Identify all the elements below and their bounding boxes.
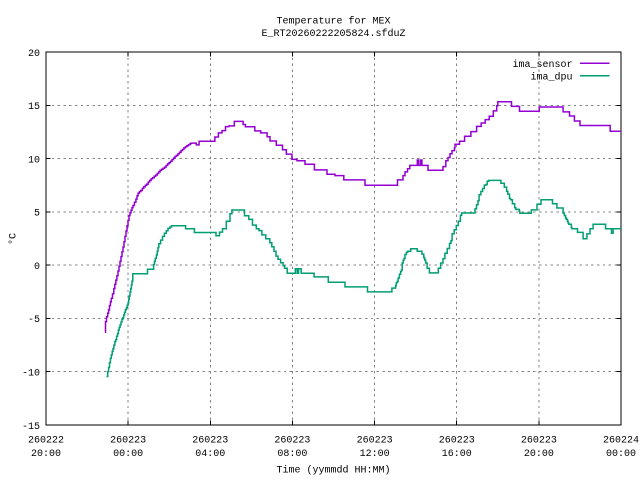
svg-text:260223: 260223 (521, 436, 557, 447)
svg-text:20:00: 20:00 (524, 449, 554, 460)
svg-text:260224: 260224 (603, 436, 639, 447)
svg-text:16:00: 16:00 (442, 449, 472, 460)
svg-text:0: 0 (34, 262, 40, 273)
svg-text:Time (yymmdd HH:MM): Time (yymmdd HH:MM) (276, 465, 390, 477)
svg-text:12:00: 12:00 (360, 449, 390, 460)
svg-text:-10: -10 (22, 369, 40, 380)
svg-text:ima_dpu: ima_dpu (530, 71, 572, 83)
svg-text:20: 20 (28, 49, 40, 60)
svg-text:5: 5 (34, 209, 40, 220)
svg-text:00:00: 00:00 (113, 449, 143, 460)
svg-text:20:00: 20:00 (31, 449, 61, 460)
svg-text:260223: 260223 (110, 436, 146, 447)
svg-text:04:00: 04:00 (195, 449, 225, 460)
svg-text:260223: 260223 (274, 436, 310, 447)
svg-text:00:00: 00:00 (606, 449, 636, 460)
svg-text:260222: 260222 (28, 436, 64, 447)
svg-text:10: 10 (28, 155, 40, 166)
svg-text:260223: 260223 (192, 436, 228, 447)
svg-text:08:00: 08:00 (277, 449, 307, 460)
svg-text:260223: 260223 (439, 436, 475, 447)
svg-text:260223: 260223 (357, 436, 393, 447)
svg-text:°C: °C (8, 233, 20, 245)
svg-text:-5: -5 (28, 315, 40, 326)
svg-text:E_RT20260222205824.sfduZ: E_RT20260222205824.sfduZ (261, 28, 405, 40)
svg-text:ima_sensor: ima_sensor (512, 59, 572, 71)
svg-text:-15: -15 (22, 422, 40, 433)
svg-text:Temperature for MEX: Temperature for MEX (276, 16, 390, 28)
svg-text:15: 15 (28, 102, 40, 113)
